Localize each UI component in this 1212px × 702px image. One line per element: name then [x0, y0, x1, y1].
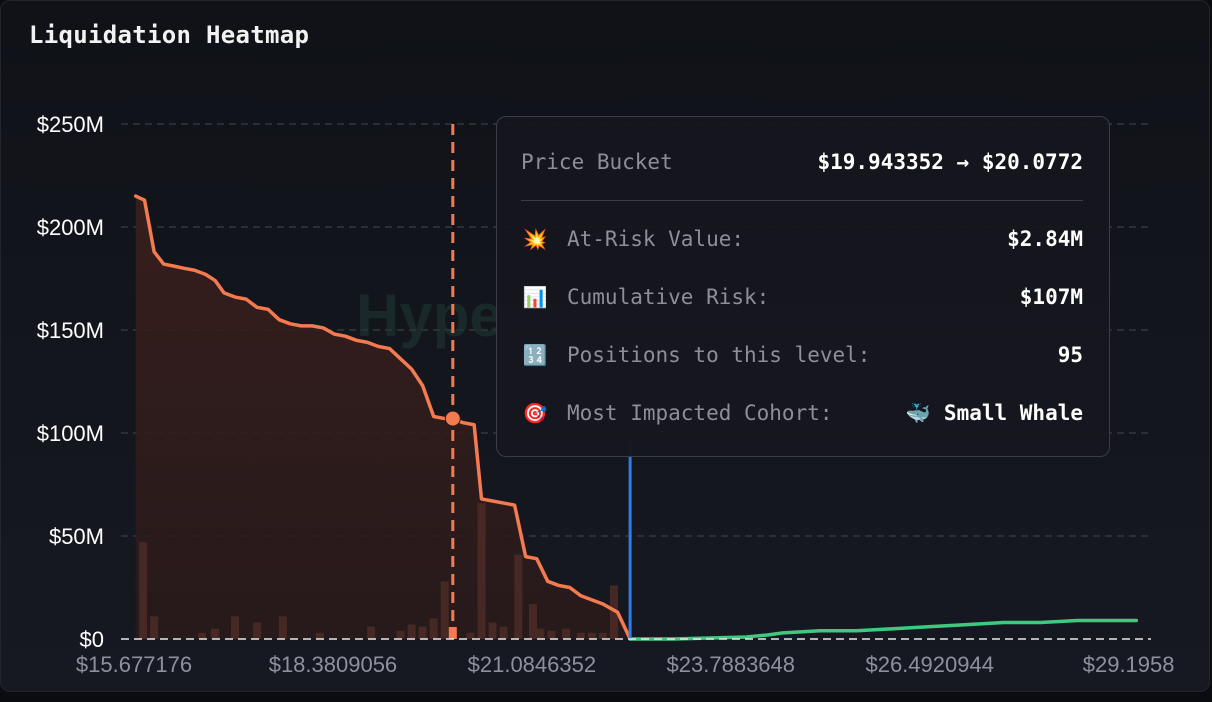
x-tick-label: $29.1958: [1083, 652, 1175, 677]
at-risk-row: 💥 At-Risk Value: $2.84M: [521, 224, 1083, 254]
liquidation-bar: [529, 603, 537, 639]
liquidation-bar: [429, 618, 438, 639]
liquidation-bar: [562, 628, 571, 639]
liquidation-bar: [407, 624, 416, 639]
liquidation-bar: [477, 503, 486, 639]
liquidation-bar: [211, 628, 220, 639]
liquidation-bar: [278, 616, 287, 639]
x-tick-label: $18.3809056: [269, 652, 397, 677]
liquidation-bar: [576, 632, 585, 639]
liquidation-bar: [587, 632, 596, 639]
liquidation-bar: [150, 616, 159, 639]
cohort-row: 🎯 Most Impacted Cohort: 🐳 Small Whale: [521, 398, 1083, 428]
liquidation-bar: [466, 632, 475, 639]
liquidation-bar: [547, 630, 556, 639]
positions-row: 🔢 Positions to this level: 95: [521, 340, 1083, 370]
liquidation-bar: [499, 626, 508, 639]
y-tick-label: $50M: [49, 524, 104, 549]
positions-label: Positions to this level:: [567, 343, 871, 367]
liquidation-bar: [609, 585, 618, 639]
positions-value: 95: [1057, 343, 1083, 367]
price-bucket-label: Price Bucket: [521, 150, 673, 174]
y-tick-label: $250M: [37, 112, 104, 137]
long-liquidation-area: [135, 196, 631, 639]
long-cumulative-line: [133, 194, 632, 641]
liquidation-bar: [598, 632, 607, 639]
liquidation-bar: [197, 632, 206, 639]
liquidation-bar: [396, 630, 405, 639]
explosion-icon: 💥: [522, 227, 548, 251]
cursor-bar-highlight: [448, 627, 457, 639]
cumulative-risk-value: $107M: [1019, 285, 1083, 309]
at-risk-label: At-Risk Value:: [567, 227, 745, 251]
cohort-label: Most Impacted Cohort:: [567, 401, 833, 425]
tooltip-divider: [521, 200, 1083, 201]
target-icon: 🎯: [522, 401, 548, 425]
cumulative-risk-row: 📊 Cumulative Risk: $107M: [521, 282, 1083, 312]
bar-chart-icon: 📊: [522, 285, 548, 309]
watermark: Hype: [356, 282, 503, 349]
y-tick-label: $100M: [37, 421, 104, 446]
chart-tooltip: Price Bucket $19.943352 → $20.0772 💥 At-…: [496, 116, 1110, 457]
liquidation-bar: [231, 616, 240, 639]
liquidation-bar: [536, 628, 545, 639]
liquidation-bar: [418, 626, 427, 639]
liquidation-bar: [315, 632, 324, 639]
x-tick-label: $21.0846352: [468, 652, 596, 677]
at-risk-value: $2.84M: [1007, 227, 1083, 251]
x-tick-label: $15.677176: [76, 652, 192, 677]
liquidation-bar: [139, 542, 148, 639]
liquidation-bar: [440, 581, 449, 639]
y-tick-label: $200M: [37, 215, 104, 240]
liquidation-bar: [514, 554, 523, 639]
liquidation-bar: [367, 626, 376, 639]
y-tick-label: $0: [80, 627, 104, 652]
cursor-point: [444, 410, 461, 427]
whale-icon: 🐳: [905, 401, 931, 425]
liquidation-bar: [488, 622, 497, 639]
price-bucket-value: $19.943352 → $20.0772: [817, 150, 1083, 174]
price-bucket-row: Price Bucket $19.943352 → $20.0772: [521, 147, 1083, 177]
liquidation-bar: [253, 622, 262, 639]
cohort-value: Small Whale: [943, 401, 1083, 425]
chart-title: Liquidation Heatmap: [29, 21, 310, 49]
x-tick-label: $23.7883648: [667, 652, 795, 677]
cumulative-risk-label: Cumulative Risk:: [567, 285, 770, 309]
numbers-icon: 🔢: [522, 343, 548, 367]
y-tick-label: $150M: [37, 318, 104, 343]
short-cumulative-line: [628, 618, 1139, 641]
x-tick-label: $26.4920944: [865, 652, 993, 677]
